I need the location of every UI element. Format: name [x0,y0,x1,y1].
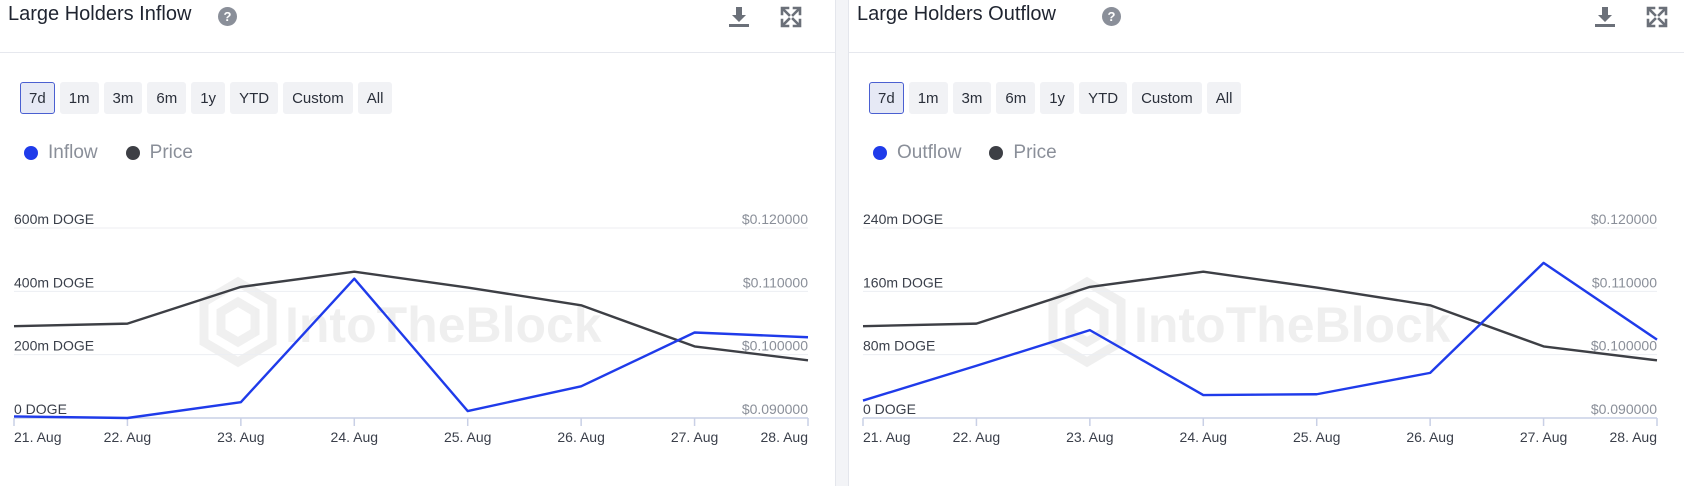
x-axis-tick-label: 25. Aug [444,429,492,445]
range-button-1m[interactable]: 1m [908,82,948,114]
range-button-custom[interactable]: Custom [283,82,353,114]
chart-legend: Outflow Price [873,142,1085,164]
inflow-chart: IntoTheBlock 0 DOGE 200m DOGE 400m DOGE 600m… [13,211,809,445]
x-axis-tick-label: 22. Aug [104,429,152,445]
x-axis-tick-label: 21. Aug [863,429,911,445]
left-axis-tick: 600m DOGE [14,211,94,227]
range-button-all[interactable]: All [357,82,393,114]
right-axis-tick: $0.120000 [1591,211,1657,227]
series-line-outflow[interactable] [862,261,1658,402]
panel-header: Large Holders Outflow ? [849,0,1684,53]
left-axis-tick: 80m DOGE [863,338,935,354]
x-axis-tick-label: 26. Aug [557,429,605,445]
watermark: IntoTheBlock [199,276,602,368]
x-axis-tick-label: 28. Aug [1610,429,1658,445]
x-axis-tick-label: 21. Aug [14,429,62,445]
panel-title: Large Holders Outflow [857,3,1056,25]
right-axis-tick: $0.110000 [1592,274,1657,290]
legend-dot [24,146,38,160]
range-button-1m[interactable]: 1m [59,82,99,114]
legend-item-price[interactable]: Price [125,142,193,164]
x-axis-tick-label: 28. Aug [761,429,809,445]
series-line-inflow[interactable] [13,277,809,420]
left-axis-tick: 160m DOGE [863,274,943,290]
x-axis-tick-label: 23. Aug [1066,429,1114,445]
legend-label: Price [1013,142,1057,163]
question-icon[interactable]: ? [1102,7,1121,26]
panel-header: Large Holders Inflow ? [0,0,835,53]
outflow-panel: Large Holders Outflow ? 7d 1m 3m 6m 1y YTD Cus… [849,0,1684,486]
time-range-selector: 7d 1m 3m 6m 1y YTD Custom All [20,82,393,114]
legend-dot [125,146,140,160]
x-axis-tick-label: 27. Aug [671,429,719,445]
range-button-3m[interactable]: 3m [103,82,143,114]
legend-label: Inflow [48,142,98,163]
range-button-6m[interactable]: 6m [996,82,1036,114]
right-axis-tick: $0.110000 [743,274,808,290]
right-axis-tick: $0.120000 [742,211,808,227]
series-line-price[interactable] [862,270,1658,362]
legend-label: Outflow [897,142,962,163]
outflow-chart: IntoTheBlock 0 DOGE 80m DOGE 160m DOGE 240m … [862,211,1658,445]
range-button-3m[interactable]: 3m [952,82,992,114]
range-button-6m[interactable]: 6m [147,82,187,114]
series-line-price[interactable] [13,270,809,362]
panel-title: Large Holders Inflow [8,3,192,25]
inflow-panel: Large Holders Inflow ? 7d 1m 3m 6m 1y YTD Cust… [0,0,835,486]
watermark: IntoTheBlock [1048,276,1451,368]
right-axis-tick: $0.100000 [742,338,808,354]
left-axis-tick: 240m DOGE [863,211,943,227]
right-axis-tick: $0.090000 [1591,401,1657,417]
range-button-1y[interactable]: 1y [191,82,226,114]
right-axis-tick: $0.100000 [1591,338,1657,354]
watermark-text: IntoTheBlock [285,297,602,353]
legend-dot [989,146,1004,160]
x-axis-tick-label: 25. Aug [1293,429,1341,445]
x-axis-tick-label: 26. Aug [1406,429,1454,445]
legend-label: Price [149,142,193,163]
time-range-selector: 7d 1m 3m 6m 1y YTD Custom All [869,82,1242,114]
download-icon[interactable] [726,4,752,30]
range-button-1y[interactable]: 1y [1040,82,1075,114]
question-icon[interactable]: ? [218,7,237,26]
x-axis-tick-label: 23. Aug [217,429,265,445]
expand-icon[interactable] [778,4,804,30]
chart-legend: Inflow Price [24,142,221,164]
range-button-ytd[interactable]: YTD [230,82,279,114]
range-button-all[interactable]: All [1206,82,1242,114]
legend-item-inflow[interactable]: Inflow [24,142,98,164]
range-button-7d[interactable]: 7d [20,82,55,114]
download-icon[interactable] [1592,4,1618,30]
left-axis-tick: 0 DOGE [14,401,67,417]
panel-divider [835,0,849,486]
left-axis-tick: 200m DOGE [14,338,94,354]
x-axis-tick-label: 24. Aug [331,429,379,445]
x-axis-tick-label: 27. Aug [1520,429,1568,445]
expand-icon[interactable] [1644,4,1670,30]
legend-item-outflow[interactable]: Outflow [873,142,961,164]
x-axis-tick-label: 22. Aug [953,429,1001,445]
left-axis-tick: 400m DOGE [14,274,94,290]
legend-item-price[interactable]: Price [989,142,1057,164]
x-axis-tick-label: 24. Aug [1180,429,1228,445]
range-button-ytd[interactable]: YTD [1079,82,1128,114]
range-button-custom[interactable]: Custom [1132,82,1202,114]
legend-dot [873,146,887,160]
right-axis-tick: $0.090000 [742,401,808,417]
range-button-7d[interactable]: 7d [869,82,904,114]
watermark-text: IntoTheBlock [1134,297,1451,353]
left-axis-tick: 0 DOGE [863,401,916,417]
